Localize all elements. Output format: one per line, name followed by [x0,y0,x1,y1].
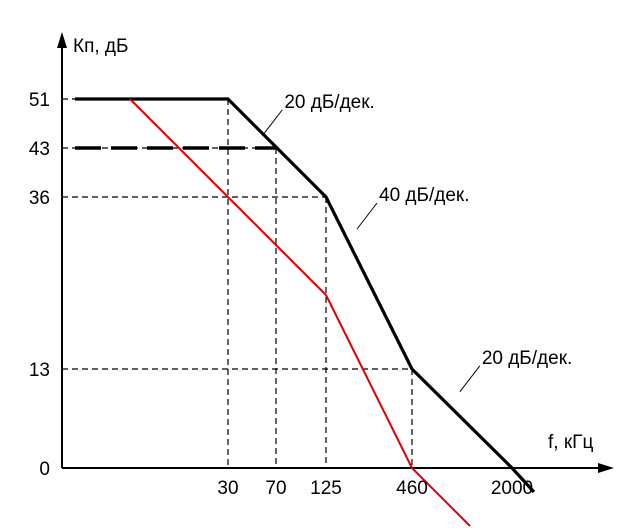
annotation-leader-0 [261,109,283,137]
series-line-solid-red [129,98,471,527]
y-axis-arrow [57,32,67,48]
tick-labels: 30 70 125 460 2000 0 13 36 43 51 [29,90,533,499]
y-axis-label: Кп, дБ [73,36,128,57]
annotation-leader-1 [356,202,378,230]
annotation-label-2: 20 дБ/дек. [482,348,573,369]
y-tick-label-51: 51 [29,90,50,111]
annotation-label-1: 40 дБ/дек. [379,185,470,206]
y-tick-label-0: 0 [39,459,50,480]
x-tick-label-125: 125 [310,478,342,499]
annotation-leader-2 [459,365,481,393]
guide-lines [62,98,413,468]
x-tick-label-30: 30 [217,478,238,499]
y-tick-label-13: 13 [29,360,50,381]
x-tick-label-460: 460 [396,478,428,499]
x-axis-arrow [598,463,614,473]
x-axis-label: f, кГц [548,432,593,453]
annotation-label-0: 20 дБ/дек. [284,92,375,113]
y-tick-label-43: 43 [29,139,50,160]
x-tick-label-70: 70 [265,478,286,499]
annotations: 20 дБ/дек. 40 дБ/дек. 20 дБ/дек. [261,92,573,393]
series-line-solid-black [75,97,536,494]
y-tick-label-36: 36 [29,188,50,209]
series [75,97,536,527]
x-tick-label-2000: 2000 [491,478,533,499]
